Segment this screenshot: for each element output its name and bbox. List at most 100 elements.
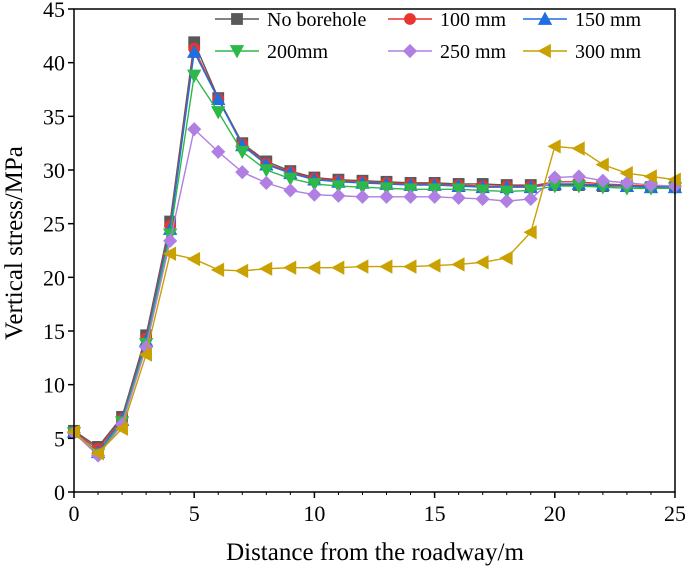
data-point <box>571 169 586 184</box>
data-point <box>283 260 297 275</box>
data-point <box>523 191 538 207</box>
data-point <box>499 194 514 209</box>
y-axis-title: Vertical stress/MPa <box>1 146 28 340</box>
series-line <box>73 127 676 457</box>
data-point <box>90 446 104 461</box>
legend-item: 200mm <box>215 41 329 63</box>
plot-frame <box>73 8 676 493</box>
y-tick-label: 10 <box>43 373 65 398</box>
x-tick-label: 5 <box>189 501 200 526</box>
axes: 0 5 10 15 20 25 0 5 10 15 20 25 30 35 40 45 <box>43 0 685 526</box>
data-point <box>499 250 513 266</box>
legend-label: 100 mm <box>440 9 507 31</box>
series-3 <box>66 69 683 462</box>
data-point <box>187 69 202 83</box>
y-tick-label: 25 <box>43 212 65 237</box>
data-point <box>595 173 610 188</box>
legend-label: No borehole <box>267 9 367 31</box>
data-point <box>499 185 514 199</box>
legend-item: 250 mm <box>388 41 507 63</box>
data-point <box>523 225 537 240</box>
data-point <box>235 145 250 160</box>
x-tick-label: 15 <box>424 501 446 526</box>
legend: No borehole 100 mm 150 mm 200mm 250 mm 300 mm <box>215 9 642 63</box>
data-point <box>355 189 370 204</box>
data-point <box>187 44 202 58</box>
legend-marker <box>229 45 245 59</box>
y-tick-label: 15 <box>43 319 65 344</box>
data-point <box>547 170 562 185</box>
legend-label: 200mm <box>267 41 329 63</box>
data-point <box>307 178 322 192</box>
data-point <box>403 259 417 274</box>
data-point <box>355 259 369 274</box>
x-tick-label: 20 <box>544 501 566 526</box>
x-tick-label: 0 <box>69 501 80 526</box>
series-line <box>73 145 676 455</box>
data-point <box>187 122 202 137</box>
data-point <box>571 141 585 156</box>
data-point <box>234 263 249 279</box>
series-line <box>73 73 675 456</box>
data-point <box>331 188 346 203</box>
data-point <box>451 183 466 197</box>
data-point <box>403 189 418 204</box>
data-point <box>451 190 466 205</box>
series-1 <box>68 42 681 455</box>
data-point <box>307 260 321 275</box>
data-point <box>235 165 250 180</box>
y-tick-label: 45 <box>43 0 65 22</box>
series-line <box>73 39 675 448</box>
data-point <box>211 106 226 120</box>
series-5 <box>66 139 681 461</box>
data-point <box>211 144 226 159</box>
data-point <box>643 169 657 184</box>
data-point <box>210 262 225 277</box>
data-point <box>547 139 561 154</box>
data-point <box>258 261 273 276</box>
data-point <box>379 182 394 196</box>
data-point <box>259 175 274 190</box>
data-point <box>427 189 442 204</box>
data-point <box>523 184 538 198</box>
data-point <box>162 246 177 261</box>
data-point <box>451 257 465 272</box>
data-point <box>475 184 490 198</box>
data-point <box>619 166 633 181</box>
data-point <box>259 164 274 178</box>
legend-label: 300 mm <box>575 41 642 63</box>
data-point <box>427 258 441 273</box>
legend-label: 250 mm <box>440 41 507 63</box>
legend-marker <box>404 13 416 25</box>
legend-marker <box>402 43 418 59</box>
x-tick-label: 10 <box>303 501 325 526</box>
data-point <box>331 260 345 275</box>
y-tick-label: 0 <box>54 480 65 505</box>
x-tick-label: 25 <box>664 501 685 526</box>
data-point <box>307 187 322 202</box>
data-point <box>475 191 490 207</box>
data-point <box>379 259 393 274</box>
data-point <box>138 347 153 362</box>
data-point <box>379 189 394 204</box>
data-point <box>211 91 226 106</box>
data-point <box>355 181 370 195</box>
y-tick-label: 35 <box>43 104 65 129</box>
data-point <box>114 421 128 436</box>
x-axis-title: Distance from the roadway/m <box>226 539 524 566</box>
data-point <box>283 183 298 198</box>
legend-item: 150 mm <box>523 9 642 31</box>
data-point <box>163 233 178 248</box>
data-point <box>595 157 609 172</box>
legend-marker <box>231 13 243 25</box>
legend-item: 300 mm <box>523 41 642 63</box>
data-point <box>283 172 298 186</box>
series-0 <box>68 36 681 453</box>
data-point <box>619 175 634 190</box>
data-point <box>331 180 346 194</box>
legend-item: No borehole <box>215 9 367 31</box>
legend-item: 100 mm <box>388 9 507 31</box>
series-2 <box>66 44 683 459</box>
legend-marker <box>537 11 553 25</box>
